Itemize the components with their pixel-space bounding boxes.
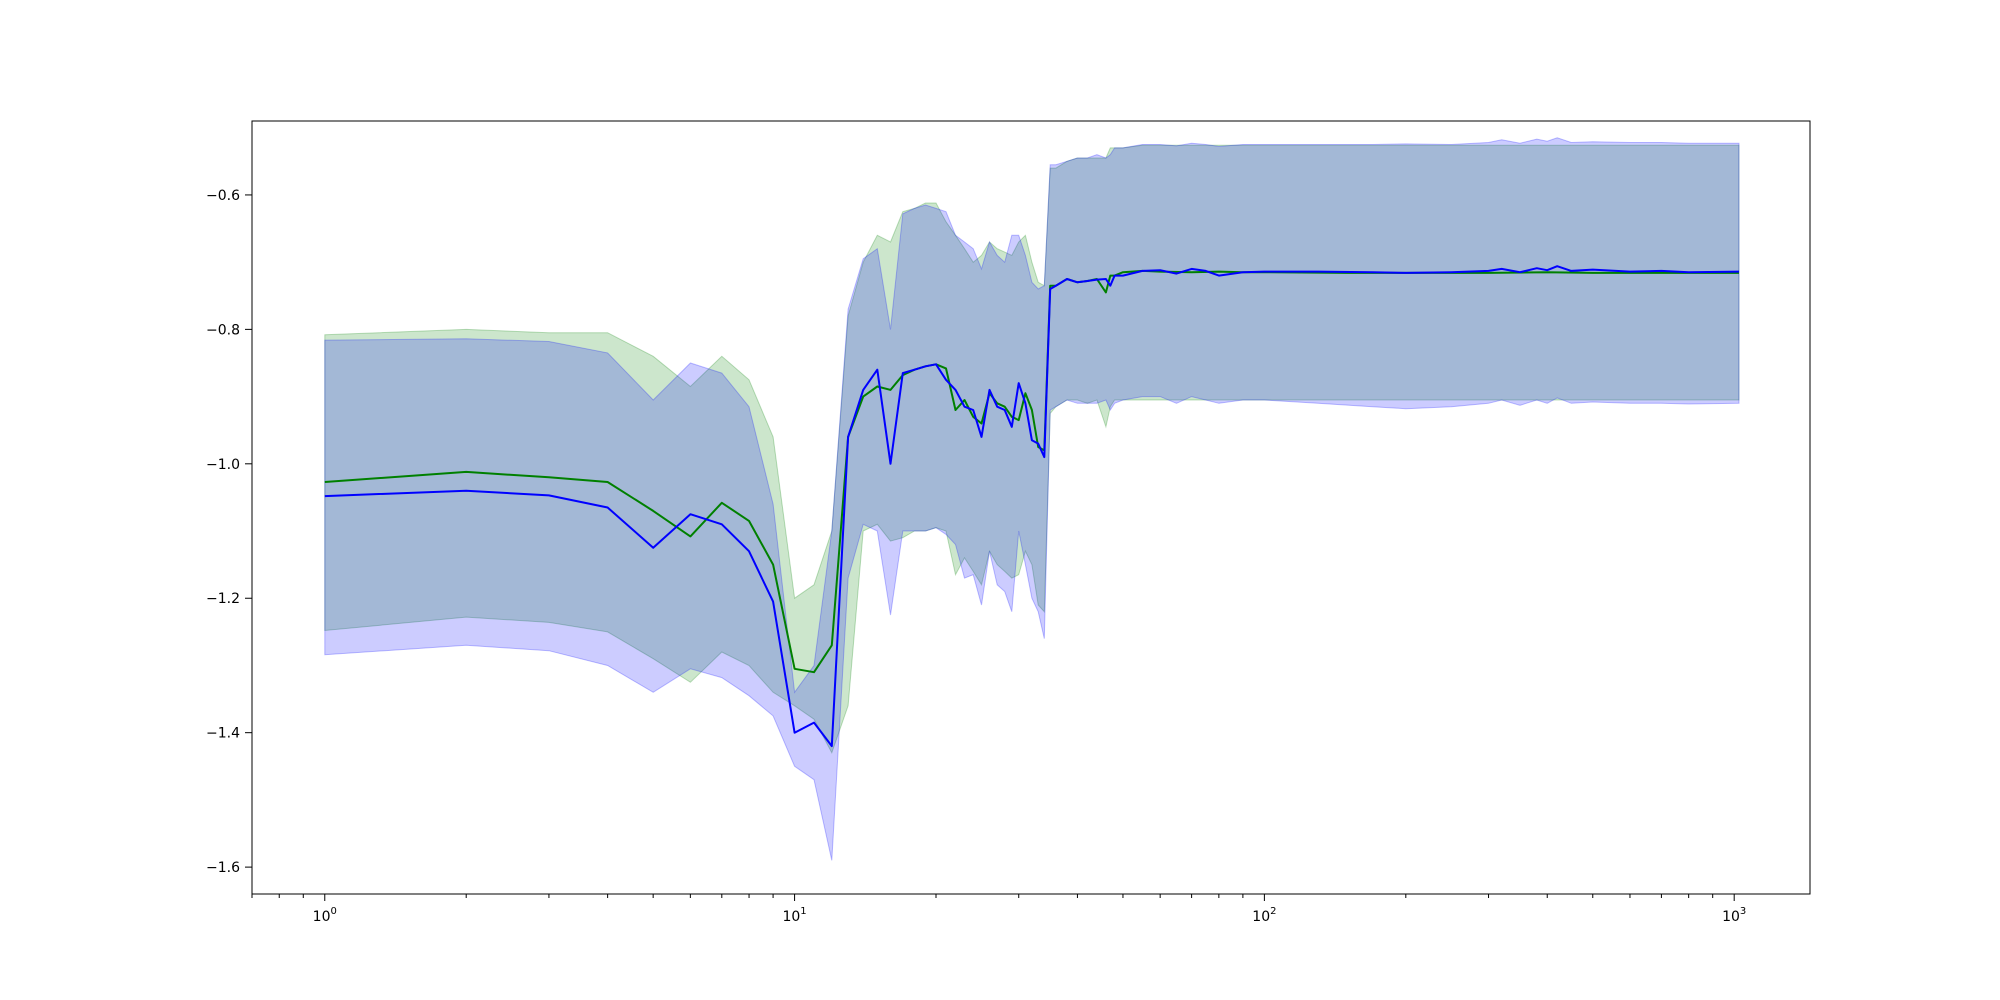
series-lines	[324, 265, 1740, 748]
y-tick-label: −0.8	[206, 322, 240, 338]
x-tick-label: 101	[782, 906, 806, 925]
y-tick-label: −1.6	[206, 860, 240, 876]
x-tick-label: 102	[1252, 906, 1276, 925]
confidence-band-1	[324, 137, 1740, 861]
y-tick-label: −1.0	[206, 457, 240, 473]
x-axis: 100 101 102 103	[251, 894, 1746, 925]
confidence-bands	[324, 137, 1740, 861]
x-tick-label: 100	[313, 906, 337, 925]
series-line-1	[324, 265, 1740, 748]
y-tick-label: −1.2	[206, 591, 240, 607]
plot-area-frame	[251, 120, 1811, 895]
confidence-band-0	[324, 144, 1740, 755]
y-axis: −0.6 −0.8 −1.0 −1.2 −1.4 −1.6	[206, 188, 252, 876]
y-tick-label: −0.6	[206, 188, 240, 204]
y-tick-label: −1.4	[206, 726, 240, 742]
x-tick-label: 103	[1722, 906, 1746, 925]
